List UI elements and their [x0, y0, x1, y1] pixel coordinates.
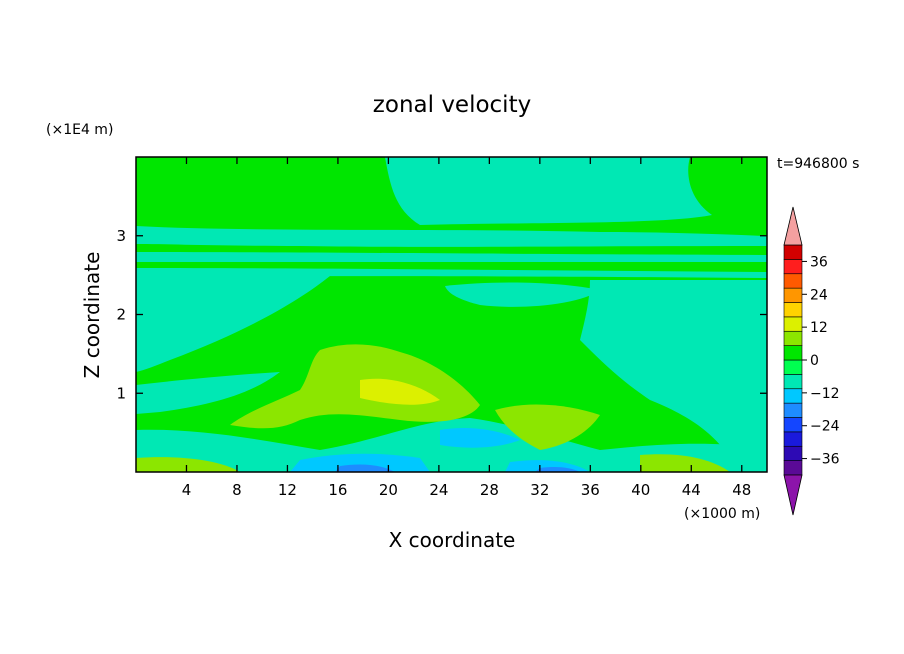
y-axis-ticks: 1 2 3: [116, 227, 767, 402]
colorbar-tick-label: −36: [810, 452, 840, 468]
colorbar-swatch: [783, 374, 803, 390]
x-tick-label: 48: [732, 481, 751, 499]
contour-region: [385, 157, 712, 225]
colorbar-swatch: [783, 402, 803, 418]
chart-title: zonal velocity: [373, 92, 531, 118]
colorbar-tick-label: 36: [810, 254, 828, 270]
colorbar-tick-label: −12: [810, 386, 840, 402]
colorbar: 36 24 12 0 −12 −24 −36: [783, 206, 840, 516]
colorbar-tick-label: 0: [810, 353, 819, 369]
x-axis-ticks: 4 8 12 16 20 24 28 32 36 40 44 48: [182, 157, 751, 499]
x-tick-label: 4: [182, 481, 192, 499]
colorbar-swatch: [783, 316, 803, 332]
colorbar-swatch: [783, 359, 803, 375]
y-tick-label: 3: [116, 227, 126, 245]
x-tick-label: 20: [379, 481, 398, 499]
colorbar-swatch: [783, 388, 803, 404]
contour-region: [535, 467, 580, 472]
colorbar-tick-label: −24: [810, 419, 840, 435]
colorbar-swatch: [783, 345, 803, 361]
colorbar-tick-label: 12: [810, 320, 828, 336]
contour-region: [440, 428, 520, 448]
y-units-label: (×1E4 m): [46, 122, 113, 138]
colorbar-swatch: [783, 330, 803, 346]
contour-region: [136, 457, 240, 472]
contour-region: [495, 404, 600, 450]
x-units-label: (×1000 m): [684, 506, 760, 522]
colorbar-swatch: [783, 259, 803, 275]
x-tick-label: 40: [631, 481, 650, 499]
colorbar-swatch: [783, 445, 803, 461]
x-tick-label: 28: [480, 481, 499, 499]
contour-region: [136, 226, 767, 247]
x-tick-label: 44: [682, 481, 701, 499]
colorbar-under-triangle: [783, 474, 803, 516]
contour-region: [290, 453, 430, 472]
colorbar-tick-label: 24: [810, 287, 828, 303]
x-tick-label: 36: [581, 481, 600, 499]
x-tick-label: 24: [429, 481, 448, 499]
x-tick-label: 12: [278, 481, 297, 499]
contour-region: [445, 282, 600, 307]
y-tick-label: 2: [116, 306, 126, 324]
colorbar-swatch: [783, 302, 803, 318]
y-axis-label: Z coordinate: [80, 252, 104, 379]
contour-region: [136, 276, 330, 372]
contour-region: [136, 252, 767, 262]
contour-region: [230, 344, 480, 429]
x-tick-label: 32: [530, 481, 549, 499]
y-tick-label: 1: [116, 384, 126, 402]
contour-region: [136, 268, 767, 278]
colorbar-swatch: [783, 244, 803, 260]
contour-region: [360, 378, 440, 405]
contour-region: [580, 280, 767, 472]
colorbar-over-triangle: [783, 206, 803, 246]
plot-area: [135, 156, 768, 473]
contour-region: [335, 464, 395, 472]
contour-region: [136, 372, 280, 414]
colorbar-swatch: [783, 431, 803, 447]
colorbar-swatch: [783, 417, 803, 433]
colorbar-swatch: [783, 273, 803, 289]
x-axis-label: X coordinate: [389, 528, 516, 552]
time-label: t=946800 s: [777, 156, 859, 172]
x-tick-label: 8: [232, 481, 242, 499]
x-tick-label: 16: [328, 481, 347, 499]
contour-region: [640, 454, 730, 472]
colorbar-swatch: [783, 287, 803, 303]
colorbar-swatch: [783, 460, 803, 476]
